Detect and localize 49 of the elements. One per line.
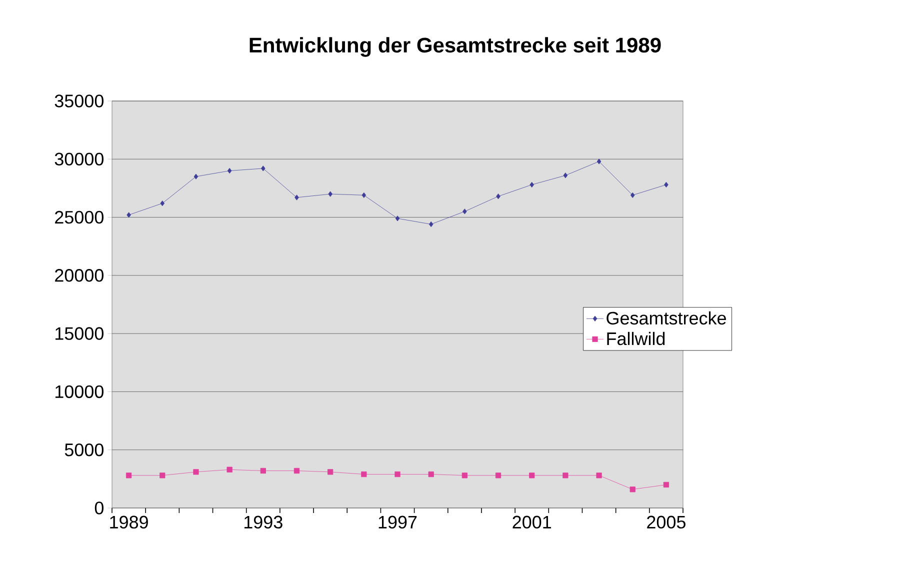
y-tick-label: 10000 [56,385,104,398]
y-tick-label: 15000 [56,327,104,340]
point [663,482,670,488]
point [193,469,199,475]
point [428,471,434,478]
point [395,216,400,222]
y-tick-label: 0 [94,502,104,514]
point [261,166,266,172]
point [328,469,334,475]
point [194,174,198,180]
point [563,172,568,178]
point [529,472,535,478]
legend-label: Gesamtstrecke [606,311,726,325]
point [227,168,232,174]
point [226,466,232,472]
x-tick-label: 2005 [647,516,686,529]
point [294,194,299,200]
point [160,472,166,478]
x-tick-label: 1997 [378,516,417,529]
point [630,486,636,492]
point [462,472,468,478]
point [562,472,568,478]
x-tick-label: 2001 [512,516,551,529]
point [126,472,132,478]
chart-title: Entwicklung der Gesamtstrecke seit 1989 [250,37,661,57]
point [630,192,635,198]
point [428,221,434,228]
point [495,472,502,478]
point [160,200,165,206]
y-tick-label: 30000 [54,152,104,166]
point [394,471,400,478]
point [596,158,602,164]
y-tick-label: 20000 [55,269,104,282]
point [260,468,266,474]
point [126,212,131,218]
point [596,472,602,478]
y-tick-label: 25000 [55,210,104,224]
point [496,194,500,200]
point [294,468,300,474]
point [361,471,367,478]
x-tick-label: 1989 [110,516,148,529]
legend-label: Fallwild [607,332,665,346]
point [328,191,332,197]
y-tick-label: 35000 [54,94,104,108]
point [530,182,534,188]
x-tick-label: 1993 [244,516,282,529]
point [362,192,366,198]
point [462,208,467,214]
y-tick-label: 5000 [64,443,104,456]
